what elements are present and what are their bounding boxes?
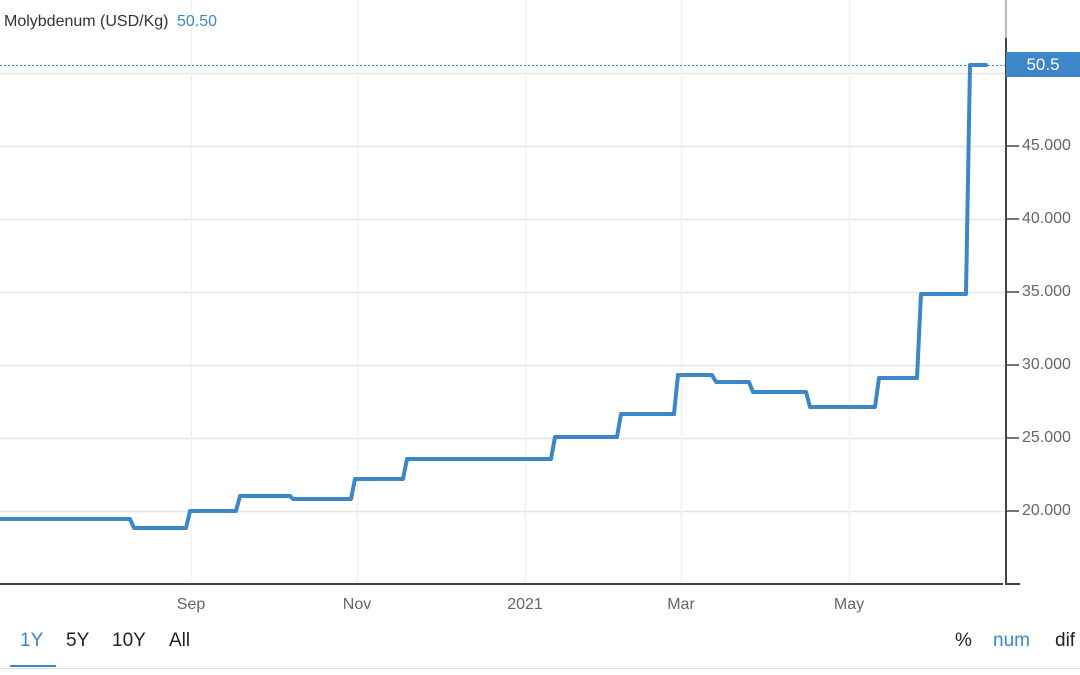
tab-5y[interactable]: 5Y: [66, 630, 90, 651]
mode-percent[interactable]: %: [955, 630, 972, 651]
y-tick-label: 30.000: [1022, 356, 1071, 373]
commodity-name: Molybdenum (USD/Kg): [4, 13, 169, 30]
current-value: 50.50: [176, 13, 217, 30]
y-tick-label: 25.000: [1022, 429, 1071, 446]
active-tab-indicator: [10, 665, 56, 667]
y-tick-label: 40.000: [1022, 210, 1071, 227]
last-price-badge: 50.5: [1006, 52, 1080, 77]
x-tick-label: May: [833, 596, 865, 613]
tab-10y[interactable]: 10Y: [112, 630, 146, 651]
y-tick-label: 20.000: [1022, 502, 1071, 519]
x-tick-label: Nov: [342, 596, 372, 613]
range-tab-bar: 1Y 5Y 10Y All % num dif: [0, 628, 1080, 669]
x-tick-label: Mar: [667, 596, 695, 613]
grid-lines: [0, 0, 1006, 584]
y-axis-ticks: [1006, 145, 1019, 512]
y-tick-label: 45.000: [1022, 137, 1071, 154]
x-tick-label: 2021: [507, 596, 543, 613]
mode-num[interactable]: num: [993, 630, 1030, 651]
y-tick-label: 35.000: [1022, 283, 1071, 300]
x-tick-label: Sep: [176, 596, 206, 613]
tab-1y[interactable]: 1Y: [20, 630, 44, 651]
chart-title: Molybdenum (USD/Kg) 50.50: [4, 13, 217, 31]
mode-dif[interactable]: dif: [1055, 630, 1076, 651]
price-series-line: [0, 63, 988, 530]
tab-all[interactable]: All: [169, 630, 191, 651]
